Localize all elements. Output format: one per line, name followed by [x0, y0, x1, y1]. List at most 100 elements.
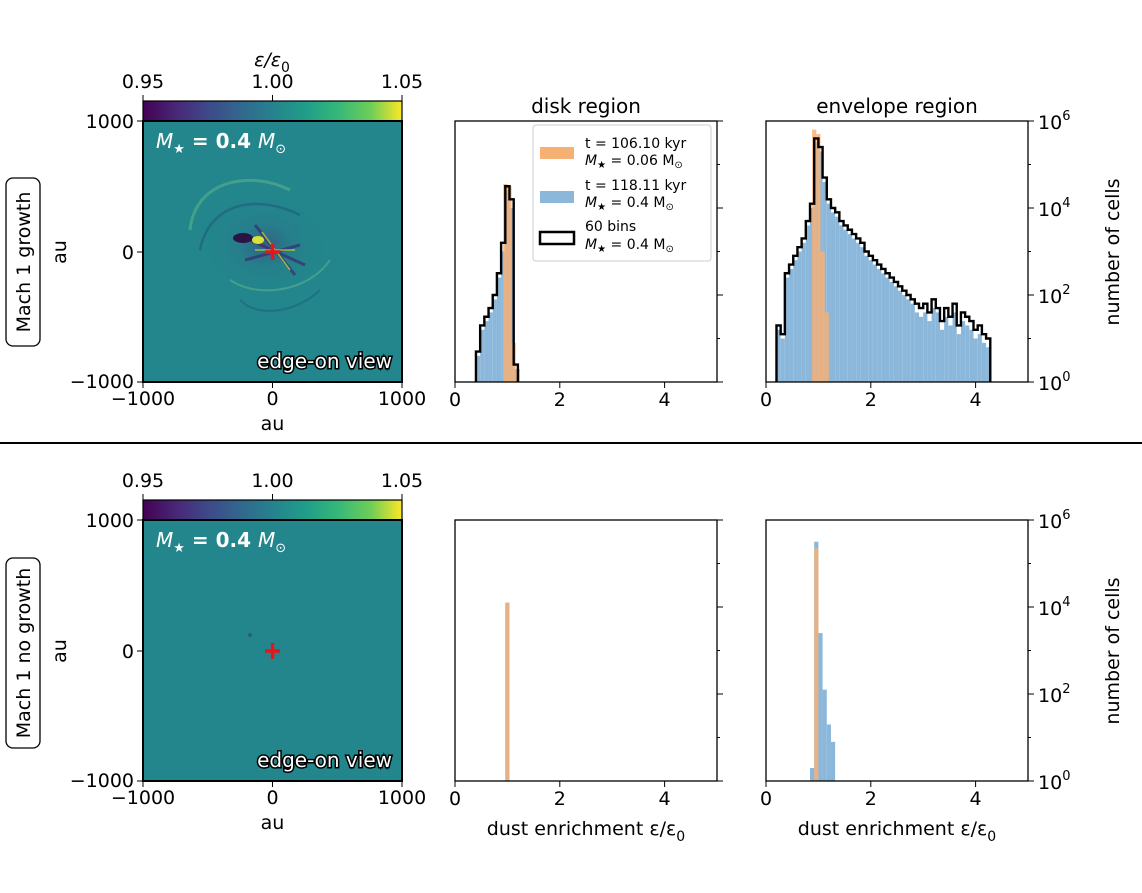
bar-blue	[965, 325, 970, 382]
envelope-histogram: envelope region 0 2 4 106 104 102 100 number o…	[760, 94, 1124, 411]
y-tick: −1000	[70, 770, 134, 792]
y-tick: 0	[122, 641, 134, 663]
y-tick: −1000	[70, 371, 134, 393]
bar-blue	[948, 325, 953, 382]
bar-blue	[881, 273, 886, 382]
bar-blue	[902, 295, 907, 382]
bar-blue	[822, 689, 827, 781]
bar-blue	[797, 251, 802, 382]
mass-label: M★ = 0.4 M⊙	[156, 129, 286, 157]
x-tick: 0	[449, 389, 461, 411]
axes-frame	[765, 519, 1029, 782]
bar-blue	[931, 308, 936, 382]
bar-blue	[484, 321, 489, 382]
step-line	[474, 185, 520, 382]
bar-blue	[906, 299, 911, 382]
panel-title: disk region	[531, 94, 641, 118]
bar-orange	[824, 312, 829, 382]
bar-blue	[793, 260, 798, 382]
mass-label: M★ = 0.4 M⊙	[156, 528, 286, 556]
bar-blue	[944, 316, 949, 382]
y-tick: 1000	[86, 510, 134, 532]
bar-blue	[981, 342, 987, 382]
legend-entry: M★ = 0.4 M⊙	[585, 237, 674, 255]
bar-orange	[507, 186, 512, 382]
legend-swatch-orange	[540, 147, 574, 159]
y-label: au	[49, 240, 71, 264]
bar-orange	[816, 134, 821, 382]
bar-blue	[851, 238, 857, 382]
bar-blue	[488, 312, 493, 382]
bar-orange	[814, 548, 819, 781]
x-tick: 4	[659, 788, 671, 810]
bar-blue	[910, 303, 915, 382]
bar-blue	[914, 312, 920, 382]
legend-entry: t = 106.10 kyr	[585, 136, 686, 152]
legend-entry: t = 118.11 kyr	[585, 178, 686, 194]
bar-blue	[818, 633, 823, 781]
legend-entry: M★ = 0.06 M⊙	[585, 153, 683, 171]
bar-blue	[939, 329, 945, 382]
x-tick: 1000	[378, 388, 426, 410]
bar-blue	[801, 242, 806, 382]
bar-blue	[826, 203, 831, 382]
disk-histogram: 0 2 4 dust enrichment ε/ε0	[449, 519, 723, 845]
center-marker	[265, 643, 280, 659]
bar-blue	[952, 312, 957, 382]
x-tick: 4	[970, 389, 982, 411]
bar-blue	[960, 321, 966, 382]
bar-blue	[784, 277, 790, 382]
row-label: Mach 1 growth	[13, 192, 35, 333]
colorbar-tick: 0.95	[122, 71, 164, 93]
colorbar-tick: 1.05	[381, 470, 423, 492]
bar-blue	[889, 281, 894, 382]
colorbar-tick: 1.00	[251, 71, 293, 93]
y-tick: 0	[122, 242, 134, 264]
map-panel: M★ = 0.4 M⊙ edge-on view 1000 0 −1000 −1…	[49, 510, 426, 834]
bar-blue	[856, 242, 861, 382]
view-label: edge-on view	[257, 748, 392, 772]
bar-blue	[860, 247, 865, 382]
x-tick: 2	[865, 389, 877, 411]
bar-blue	[893, 286, 899, 382]
y-label: au	[49, 639, 71, 663]
y-axis-label: number of cells	[1102, 178, 1124, 325]
bar-blue	[956, 334, 961, 382]
x-axis-label: dust enrichment ε/ε0	[487, 818, 685, 845]
legend-entry: M★ = 0.4 M⊙	[585, 195, 674, 213]
bar-blue	[872, 264, 878, 382]
legend-entry: 60 bins	[585, 219, 636, 235]
row-label: Mach 1 no growth	[13, 568, 35, 739]
map-panel: M★ = 0.4 M⊙ edge-on view 1000 0 −1000 −1…	[49, 111, 426, 435]
legend: t = 106.10 kyr M★ = 0.06 M⊙ t = 118.11 k…	[532, 124, 712, 262]
bar-blue	[496, 277, 502, 382]
bar-orange	[812, 129, 817, 382]
bar-blue	[969, 329, 974, 382]
colorbar-gradient	[142, 499, 403, 521]
legend-swatch-blue	[540, 191, 574, 203]
x-label: au	[261, 812, 285, 834]
y-tick: 104	[1038, 196, 1070, 221]
colorbar-tick: 1.05	[381, 71, 423, 93]
view-label: edge-on view	[257, 349, 392, 373]
x-tick: 2	[554, 788, 566, 810]
envelope-histogram: 0 2 4 106 104 102 100 dust enrichment ε/ε0 num…	[760, 508, 1124, 845]
panel-title: envelope region	[816, 94, 978, 118]
y-tick: 104	[1038, 595, 1070, 620]
bar-blue	[835, 216, 840, 382]
y-tick: 102	[1038, 283, 1070, 308]
step-line	[775, 137, 992, 382]
x-tick: −1000	[111, 787, 175, 809]
x-axis-label: dust enrichment ε/ε0	[798, 818, 996, 845]
colorbar-gradient	[142, 100, 403, 122]
colorbar-tick: 0.95	[122, 470, 164, 492]
legend-swatch-black	[538, 230, 576, 246]
bar-blue	[839, 225, 844, 382]
bar-blue	[830, 212, 836, 382]
disk-histogram: disk region 0 2 4 t = 106.10 kyr M★ = 0.06…	[449, 94, 723, 411]
bar-blue	[877, 268, 882, 382]
x-tick: 2	[865, 788, 877, 810]
bar-blue	[780, 338, 785, 382]
bar-blue	[923, 312, 928, 382]
